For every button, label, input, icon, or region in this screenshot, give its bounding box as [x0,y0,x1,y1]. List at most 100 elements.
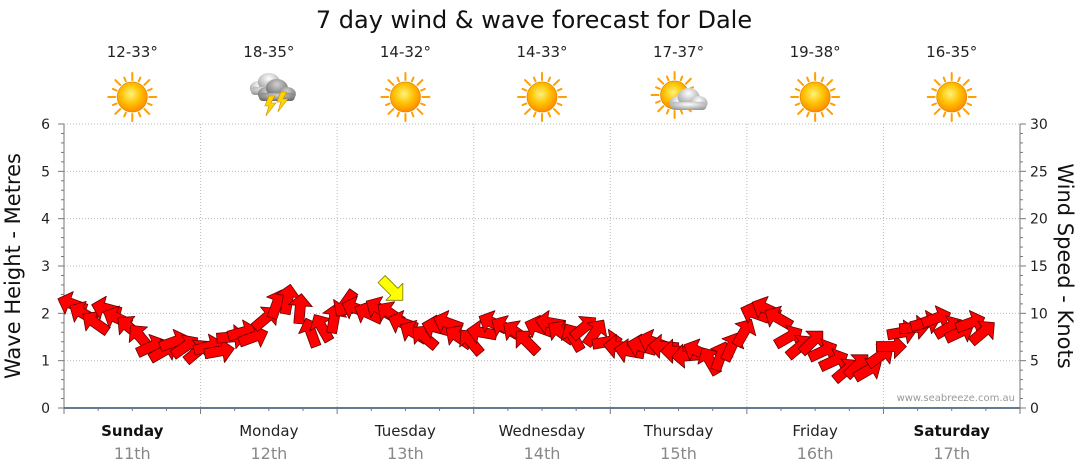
day-name: Saturday [914,422,991,440]
sun-disc [799,81,831,113]
sun-ray [962,108,970,115]
sunny-icon [790,72,841,122]
wind-arrow-shape [203,338,235,363]
sun-ray [416,108,424,115]
day-name: Thursday [643,422,714,440]
right-tick-label: 10 [1030,306,1048,322]
sun-ray [806,76,810,83]
sun-ray [524,79,531,86]
day-forecast-headers: 12-33° 18-35° 14-32° 14-33° 17-37° 19-38° 16-3… [107,43,977,122]
sunny-icon [926,72,977,122]
sun-ray [396,76,400,83]
wind-arrow [764,305,794,331]
wind-arrow [82,310,111,336]
left-tick-label: 3 [41,259,50,275]
right-tick-label: 30 [1030,117,1048,133]
wind-arrow [276,283,301,316]
sun-ray [933,108,941,115]
sun-ray [532,111,537,118]
sun-ray [532,76,537,83]
sun-ray [657,105,665,113]
temperature-range: 14-32° [380,43,431,61]
sun-ray [820,111,825,118]
sun-ray [966,102,973,107]
wind-arrow-shape [967,320,995,347]
sun-ray [146,102,153,107]
lightning-bolt [276,91,289,113]
sun-ray [966,87,973,92]
sunny-icon [517,72,567,122]
grid-lines [64,123,1020,408]
wind-arrows [57,275,995,384]
right-axis: 0 5 10 15 20 25 30 [1019,117,1048,417]
lightning-bolt [264,95,277,117]
sun-ray [820,76,825,83]
sun-ray [679,108,684,115]
right-tick-label: 25 [1030,164,1048,180]
wind-arrow [731,318,757,349]
sun-ray [829,102,836,107]
sun-ray [665,75,670,82]
wind-arrow-shape [920,305,951,329]
sun-ray [962,79,970,86]
sun-ray [387,79,395,86]
left-tick-label: 6 [41,117,50,133]
left-tick-label: 1 [41,354,50,370]
current-wind-arrow [377,275,404,301]
sun-ray [387,108,395,115]
temperature-range: 16-35° [926,43,977,61]
wind-arrow [920,305,951,329]
wind-arrow-shape [412,325,440,351]
sun-ray [524,108,531,115]
sun-ray [114,79,122,86]
sun-ray [420,87,426,92]
sun-ray [410,76,415,83]
temperature-range: 17-37° [653,43,704,61]
sun-ray [794,102,801,107]
sun-ray [657,77,665,85]
sun-ray [806,111,810,118]
wind-arrow [967,320,995,347]
right-tick-label: 5 [1030,354,1039,370]
wind-arrow-shape [876,334,907,359]
sun-ray [137,76,142,83]
right-axis-title: Wind Speed - Knots [1053,163,1077,368]
sun-ray [114,108,122,115]
cloud-base [258,93,295,101]
sun-ray [655,100,661,104]
wind-arrow-shape [515,330,542,357]
sun-ray [521,102,528,107]
wind-arrow-shape [237,324,269,348]
sun-ray [416,79,424,86]
left-tick-label: 5 [41,164,50,180]
day-labels: Sunday 11th Monday 12th Tuesday 13th Wednesday… [101,422,990,463]
sun-ray [547,76,552,83]
temperature-range: 12-33° [107,43,158,61]
day-date: 16th [797,444,834,463]
day-date: 14th [524,444,561,463]
temperature-range: 14-33° [516,43,567,61]
left-tick-label: 0 [41,401,50,417]
sun-ray [521,87,528,92]
day-name: Sunday [101,422,164,440]
sun-ray [547,111,552,118]
sun-disc [526,81,558,113]
sun-ray [123,111,127,118]
wind-arrow-shape [648,333,680,359]
sun-ray [797,79,805,86]
wind-arrow [582,319,608,348]
sun-ray [137,111,142,118]
sun-ray [933,79,941,86]
temperature-range: 19-38° [790,43,841,61]
partly-cloudy-icon [650,71,708,119]
sun-ray [553,108,560,115]
day-name: Wednesday [499,422,586,440]
sunny-icon [107,72,158,122]
sun-ray [410,111,415,118]
day-date: 17th [933,444,970,463]
sun-ray [123,76,127,83]
wind-arrow [412,325,440,351]
sun-disc [116,81,148,113]
right-tick-label: 15 [1030,259,1048,275]
